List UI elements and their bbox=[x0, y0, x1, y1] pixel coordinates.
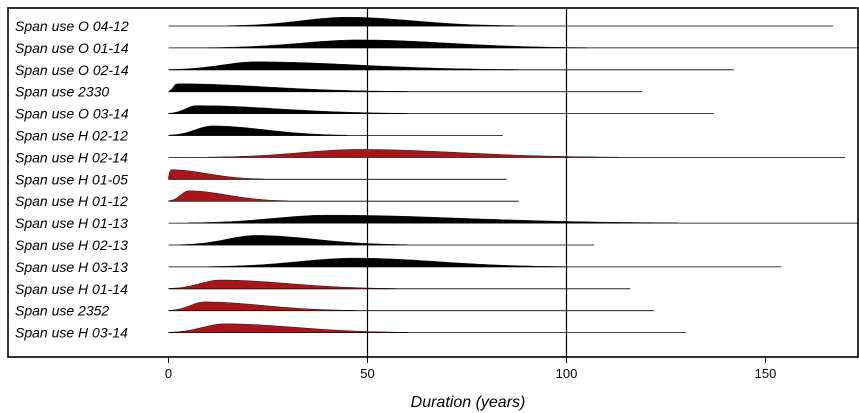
series-row: Span use H 01-14 bbox=[15, 279, 631, 297]
distribution-shape bbox=[208, 149, 619, 158]
series-row: Span use O 04-12 bbox=[15, 17, 834, 34]
series-row: Span use H 03-14 bbox=[15, 323, 686, 341]
x-tick-label: 0 bbox=[165, 366, 172, 381]
series-label: Span use H 01-13 bbox=[15, 215, 128, 231]
series-row: Span use 2330 bbox=[15, 83, 643, 100]
series-label: Span use O 02-14 bbox=[15, 62, 129, 78]
x-tick-label: 50 bbox=[360, 366, 374, 381]
distribution-shape bbox=[168, 105, 408, 114]
series-row: Span use H 02-12 bbox=[15, 125, 503, 144]
x-axis-title: Duration (years) bbox=[411, 394, 526, 411]
series-label: Span use O 03-14 bbox=[15, 106, 129, 122]
distribution-shape bbox=[168, 61, 519, 70]
distribution-shape bbox=[168, 190, 289, 202]
distribution-shape bbox=[180, 235, 408, 246]
distribution-shape bbox=[168, 125, 348, 136]
distribution-shape bbox=[188, 214, 679, 224]
distribution-shape bbox=[228, 17, 515, 27]
series-row: Span use H 01-12 bbox=[15, 190, 519, 209]
series-row: Span use H 01-05 bbox=[15, 169, 507, 187]
series-row: Span use O 03-14 bbox=[15, 105, 714, 122]
series-label: Span use H 03-13 bbox=[15, 259, 128, 275]
series-row: Span use 2352 bbox=[15, 301, 655, 319]
distribution-shape bbox=[208, 39, 587, 49]
series-row: Span use O 01-14 bbox=[15, 39, 858, 56]
series-row: Span use H 02-14 bbox=[15, 149, 846, 165]
x-tick-label: 100 bbox=[556, 366, 578, 381]
distribution-shape bbox=[168, 279, 396, 289]
series-label: Span use H 02-13 bbox=[15, 237, 128, 253]
series-label: Span use H 02-14 bbox=[15, 149, 128, 165]
series-label: Span use 2330 bbox=[15, 84, 109, 100]
series-label: Span use H 03-14 bbox=[15, 325, 128, 341]
x-tick-label: 150 bbox=[755, 366, 777, 381]
distribution-shape bbox=[168, 323, 408, 333]
plot-frame bbox=[7, 7, 859, 358]
distribution-shape bbox=[208, 257, 567, 268]
series-label: Span use 2352 bbox=[15, 303, 109, 319]
series-row: Span use H 01-13 bbox=[15, 214, 858, 231]
distribution-shape bbox=[168, 169, 265, 180]
distribution-shape bbox=[168, 83, 408, 92]
series-label: Span use O 01-14 bbox=[15, 40, 129, 56]
series-row: Span use O 02-14 bbox=[15, 61, 734, 78]
series-label: Span use H 02-12 bbox=[15, 128, 128, 144]
series-row: Span use H 03-13 bbox=[15, 257, 782, 275]
series-label: Span use H 01-14 bbox=[15, 281, 128, 297]
distribution-shape bbox=[168, 301, 356, 311]
series-label: Span use H 01-12 bbox=[15, 193, 128, 209]
series-label: Span use H 01-05 bbox=[15, 171, 128, 187]
series-row: Span use H 02-13 bbox=[15, 235, 595, 253]
series-label: Span use O 04-12 bbox=[15, 18, 129, 34]
